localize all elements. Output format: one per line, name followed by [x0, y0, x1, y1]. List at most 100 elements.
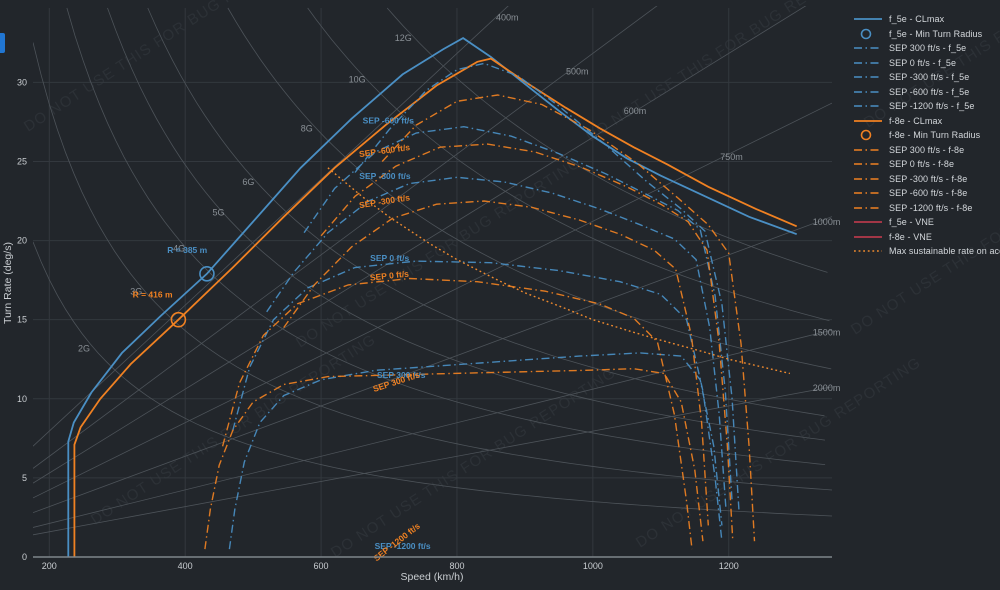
physics-line-label: 4G	[173, 244, 185, 254]
series-sep-1200-ft-s-f-8e	[381, 94, 756, 542]
side-panel-handle[interactable]	[0, 33, 5, 53]
legend-line-sample	[854, 119, 882, 122]
curve-label: R = 416 m	[133, 290, 173, 300]
physics-line-label: 1000m	[813, 217, 841, 227]
series-sep-300-ft-s-f-5e	[228, 352, 723, 550]
legend-item: SEP -1200 ft/s - f-8e	[852, 201, 1000, 216]
legend-item: SEP 0 ft/s - f-8e	[852, 157, 1000, 172]
legend-item-label: SEP 0 ft/s - f_5e	[889, 57, 957, 68]
legend-item-label: SEP 300 ft/s - f-8e	[889, 144, 965, 155]
series-sep-300-ft-s-f-5e	[266, 176, 727, 510]
legend-item-label: f_5e - VNE	[889, 217, 935, 228]
legend-line-sample	[854, 235, 882, 238]
grid-layer	[33, 8, 832, 557]
x-tick-label: 200	[42, 561, 57, 571]
curve-label: SEP 0 ft/s	[370, 253, 409, 263]
legend-line-sample	[854, 163, 882, 165]
physics-line-label: 750m	[720, 152, 743, 162]
legend-item-label: f-8e - Min Turn Radius	[889, 130, 981, 141]
legend-line-sample	[854, 149, 882, 151]
legend-item: SEP -1200 ft/s - f_5e	[852, 99, 1000, 114]
curve-label: R = 385 m	[167, 245, 207, 255]
legend-item-label: SEP 300 ft/s - f_5e	[889, 43, 967, 54]
legend-line-sample	[854, 47, 882, 49]
physics-line-label: 6G	[242, 177, 254, 187]
legend-item-label: SEP -600 ft/s - f-8e	[889, 188, 968, 199]
physics-line-label: 2G	[78, 343, 90, 353]
legend-item-label: SEP -300 ft/s - f_5e	[889, 72, 970, 83]
physics-line-label: 2000m	[813, 383, 841, 393]
legend-item: Max sustainable rate on ace crew (7.5G)	[852, 244, 1000, 259]
physics-line-label: 12G	[395, 33, 412, 43]
legend-line-sample	[854, 76, 882, 78]
legend-item: f_5e - CLmax	[852, 12, 1000, 27]
x-tick-label: 600	[314, 561, 329, 571]
legend-circle-marker	[860, 129, 872, 141]
legend-item-label: f-8e - CLmax	[889, 115, 943, 126]
min-turn-radius-markers	[170, 265, 215, 328]
physics-line-label: 600m	[624, 106, 647, 116]
legend-item: SEP -300 ft/s - f_5e	[852, 70, 1000, 85]
legend-item: f-8e - CLmax	[852, 114, 1000, 129]
curve-label: SEP -600 ft/s	[358, 142, 411, 159]
annotation-layer: R = 385 m R = 416 m SEP -600 ft/s SEP -300 …	[133, 115, 431, 563]
legend-line-sample	[854, 91, 882, 93]
legend-item: SEP -300 ft/s - f-8e	[852, 172, 1000, 187]
min-turn-radius-marker	[170, 311, 187, 328]
physics-line-label: 8G	[301, 123, 313, 133]
legend-item: f-8e - Min Turn Radius	[852, 128, 1000, 143]
legend-item: f_5e - Min Turn Radius	[852, 27, 1000, 42]
series-f-8e-clmax	[73, 57, 798, 557]
series-layer	[67, 37, 798, 557]
legend-item-label: SEP -1200 ft/s - f-8e	[889, 202, 973, 213]
y-tick-label: 5	[22, 473, 27, 483]
legend-item-label: f_5e - CLmax	[889, 14, 945, 25]
legend-item: SEP 300 ft/s - f-8e	[852, 143, 1000, 158]
y-axis-title: Turn Rate (deg/s)	[2, 242, 14, 324]
legend-line-sample	[854, 105, 882, 107]
curve-label: SEP -300 ft/s	[359, 171, 411, 181]
legend-line-sample	[854, 62, 882, 64]
legend-item: SEP 300 ft/s - f_5e	[852, 41, 1000, 56]
x-tick-label: 400	[178, 561, 193, 571]
series-sep-0-ft-s-f-5e	[232, 260, 723, 542]
legend-line-sample	[854, 192, 882, 194]
legend-line-sample	[854, 18, 882, 21]
physics-line-label: 5G	[212, 207, 224, 217]
curve-label: SEP 300 ft/s	[377, 370, 426, 380]
legend-item-label: SEP -1200 ft/s - f_5e	[889, 101, 975, 112]
y-tick-label: 20	[17, 236, 27, 246]
physics-line-label: 500m	[566, 66, 589, 76]
y-tick-label: 0	[22, 552, 27, 562]
legend-item: SEP 0 ft/s - f_5e	[852, 56, 1000, 71]
series-sep-300-ft-s-f-8e	[204, 367, 704, 550]
watermark-text: DO NOT USE THIS FOR BUG REPORTING	[21, 0, 312, 135]
watermark-text: DO NOT USE THIS FOR BUG REPORTING	[633, 354, 924, 551]
physics-line-label: 10G	[349, 74, 366, 84]
curve-label: SEP -600 ft/s	[363, 115, 415, 125]
x-tick-label: 1000	[583, 561, 603, 571]
legend-line-sample	[854, 250, 882, 252]
series-f-5e-clmax	[67, 37, 798, 557]
legend-line-sample	[854, 221, 882, 224]
series-sep-1200-ft-s-f-5e	[354, 62, 740, 510]
legend-line-sample	[854, 178, 882, 180]
series-sep-300-ft-s-f-8e	[283, 200, 709, 526]
legend-item: SEP -600 ft/s - f-8e	[852, 186, 1000, 201]
curve-label: SEP 0 ft/s	[369, 269, 409, 283]
legend-item-label: SEP 0 ft/s - f-8e	[889, 159, 955, 170]
series-sep-600-ft-s-f-8e	[320, 143, 734, 542]
legend-item-label: SEP -600 ft/s - f_5e	[889, 86, 970, 97]
curve-label: SEP -1200 ft/s	[375, 541, 431, 551]
legend-item-label: f-8e - VNE	[889, 231, 933, 242]
legend-item: f_5e - VNE	[852, 215, 1000, 230]
y-tick-label: 25	[17, 156, 27, 166]
y-tick-label: 15	[17, 315, 27, 325]
x-axis-title: Speed (km/h)	[400, 571, 463, 583]
legend-line-sample	[854, 207, 882, 209]
legend-item: SEP -600 ft/s - f_5e	[852, 85, 1000, 100]
series-sep-0-ft-s-f-8e	[221, 277, 693, 550]
y-tick-label: 10	[17, 394, 27, 404]
chart-legend: f_5e - CLmax f_5e - Min Turn Radius SEP 30…	[852, 12, 1000, 259]
